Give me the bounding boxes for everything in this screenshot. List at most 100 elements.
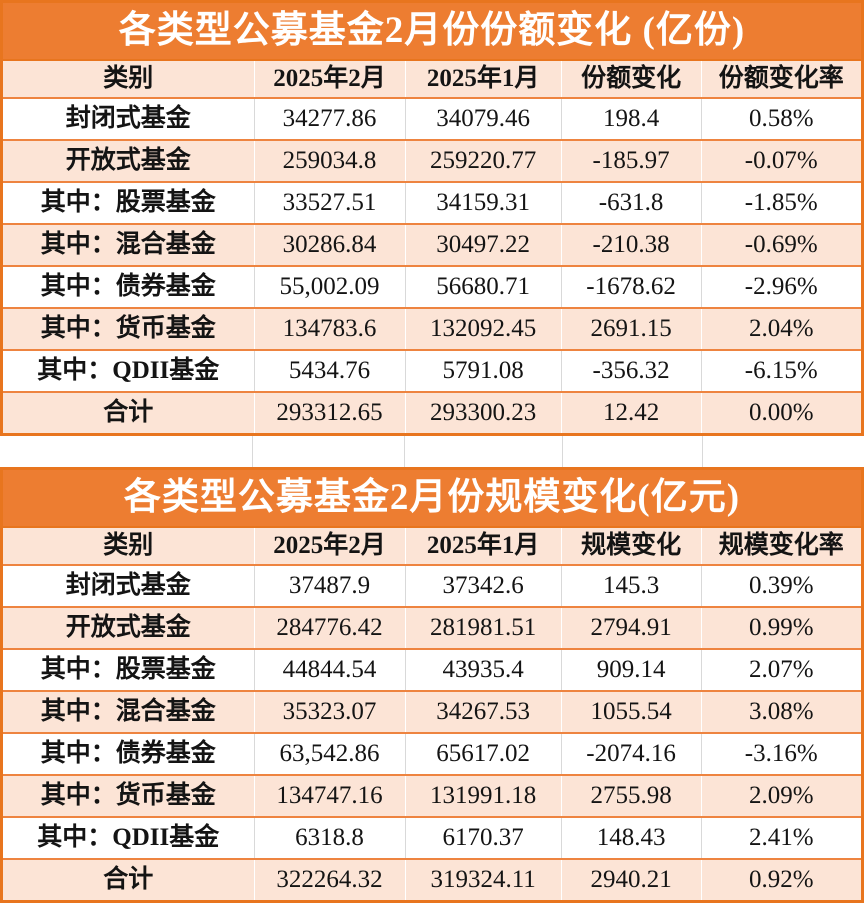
table-cell: 34277.86: [253, 99, 405, 139]
table-cell: 34267.53: [404, 692, 561, 732]
table-cell: 0.58%: [700, 99, 861, 139]
table-cell: -3.16%: [700, 734, 861, 774]
table-cell: -356.32: [560, 351, 701, 391]
header-cell-jan-2025: 2025年1月: [404, 61, 561, 97]
header-cell-change: 规模变化: [560, 528, 701, 564]
table-cell: -185.97: [560, 141, 701, 181]
table-cell: 909.14: [560, 650, 701, 690]
header-cell-feb-2025: 2025年2月: [253, 61, 405, 97]
row-category: 其中：债券基金: [40, 740, 216, 767]
row-category: 其中：债券基金: [40, 273, 216, 300]
table-cell: 0.39%: [700, 566, 861, 606]
row-category: 开放式基金: [65, 147, 191, 174]
table-row-closed-end: 封闭式基金 37487.9 37342.6 145.3 0.39%: [3, 564, 861, 606]
spacer-cell: [561, 436, 703, 467]
table-cell: 284776.42: [253, 608, 405, 648]
row-category: 其中：股票基金: [40, 189, 216, 216]
header-cell-category: 类别: [103, 65, 154, 92]
table-row-qdii: 其中：QDII基金 6318.8 6170.37 148.43 2.41%: [3, 816, 861, 858]
spacer-cell: [0, 436, 252, 467]
table-cell: 1055.54: [560, 692, 701, 732]
header-cell-feb-2025: 2025年2月: [253, 528, 405, 564]
table-cell: 30286.84: [253, 225, 405, 265]
scale-change-header-row: 类别 2025年2月 2025年1月 规模变化 规模变化率: [3, 528, 861, 564]
table-cell: 2794.91: [560, 608, 701, 648]
table-cell: 293300.23: [404, 393, 561, 433]
table-cell: 259220.77: [404, 141, 561, 181]
table-row-qdii: 其中：QDII基金 5434.76 5791.08 -356.32 -6.15%: [3, 349, 861, 391]
table-cell: 33527.51: [253, 183, 405, 223]
table-row-closed-end: 封闭式基金 34277.86 34079.46 198.4 0.58%: [3, 97, 861, 139]
table-cell: 5791.08: [404, 351, 561, 391]
table-cell: 65617.02: [404, 734, 561, 774]
scale-change-table-title: 各类型公募基金2月份规模变化(亿元): [3, 470, 861, 528]
table-cell: 322264.32: [253, 860, 405, 900]
table-cell: 259034.8: [253, 141, 405, 181]
row-category: 封闭式基金: [65, 105, 191, 132]
row-category: 封闭式基金: [65, 572, 191, 599]
table-row-total: 合计 293312.65 293300.23 12.42 0.00%: [3, 391, 861, 433]
table-cell: -2.96%: [700, 267, 861, 307]
table-cell: -631.8: [560, 183, 701, 223]
table-cell: 34079.46: [404, 99, 561, 139]
share-change-header-row: 类别 2025年2月 2025年1月 份额变化 份额变化率: [3, 61, 861, 97]
table-row-hybrid: 其中：混合基金 30286.84 30497.22 -210.38 -0.69%: [3, 223, 861, 265]
table-cell: 12.42: [560, 393, 701, 433]
row-category: 合计: [103, 399, 154, 426]
table-cell: 132092.45: [404, 309, 561, 349]
table-cell: 3.08%: [700, 692, 861, 732]
table-row-hybrid: 其中：混合基金 35323.07 34267.53 1055.54 3.08%: [3, 690, 861, 732]
header-cell-change-rate: 规模变化率: [700, 528, 861, 564]
table-row-equity: 其中：股票基金 33527.51 34159.31 -631.8 -1.85%: [3, 181, 861, 223]
header-cell-change: 份额变化: [560, 61, 701, 97]
table-cell: 2.07%: [700, 650, 861, 690]
table-cell: 319324.11: [404, 860, 561, 900]
spacer-cell: [702, 436, 864, 467]
table-row-money-market: 其中：货币基金 134783.6 132092.45 2691.15 2.04%: [3, 307, 861, 349]
table-cell: 134747.16: [253, 776, 405, 816]
row-category: 开放式基金: [65, 614, 191, 641]
table-cell: -0.69%: [700, 225, 861, 265]
table-cell: 37342.6: [404, 566, 561, 606]
row-category: 合计: [103, 866, 154, 893]
table-cell: 2.09%: [700, 776, 861, 816]
table-cell: -6.15%: [700, 351, 861, 391]
row-category: 其中：货币基金: [40, 315, 216, 342]
row-category: 其中：股票基金: [40, 656, 216, 683]
table-cell: 0.00%: [700, 393, 861, 433]
table-row-total: 合计 322264.32 319324.11 2940.21 0.92%: [3, 858, 861, 900]
header-cell-jan-2025: 2025年1月: [404, 528, 561, 564]
table-cell: -1678.62: [560, 267, 701, 307]
table-cell: 2691.15: [560, 309, 701, 349]
table-cell: -210.38: [560, 225, 701, 265]
table-row-open-end: 开放式基金 259034.8 259220.77 -185.97 -0.07%: [3, 139, 861, 181]
table-cell: 0.99%: [700, 608, 861, 648]
table-cell: -0.07%: [700, 141, 861, 181]
table-cell: 198.4: [560, 99, 701, 139]
table-cell: 131991.18: [404, 776, 561, 816]
share-change-table: 各类型公募基金2月份份额变化 (亿份) 类别 2025年2月 2025年1月 份…: [0, 0, 864, 436]
table-row-open-end: 开放式基金 284776.42 281981.51 2794.91 0.99%: [3, 606, 861, 648]
header-cell-change-rate: 份额变化率: [700, 61, 861, 97]
table-cell: 55,002.09: [253, 267, 405, 307]
row-category: 其中：QDII基金: [37, 357, 220, 384]
table-cell: 281981.51: [404, 608, 561, 648]
table-cell: 63,542.86: [253, 734, 405, 774]
table-cell: 35323.07: [253, 692, 405, 732]
table-row-money-market: 其中：货币基金 134747.16 131991.18 2755.98 2.09…: [3, 774, 861, 816]
table-cell: 2755.98: [560, 776, 701, 816]
table-cell: 148.43: [560, 818, 701, 858]
row-category: 其中：货币基金: [40, 782, 216, 809]
table-cell: 0.92%: [700, 860, 861, 900]
table-cell: 44844.54: [253, 650, 405, 690]
table-cell: 293312.65: [253, 393, 405, 433]
table-cell: 2.41%: [700, 818, 861, 858]
spacer-cell: [252, 436, 404, 467]
table-cell: 37487.9: [253, 566, 405, 606]
share-change-table-title: 各类型公募基金2月份份额变化 (亿份): [3, 3, 861, 61]
table-cell: 6170.37: [404, 818, 561, 858]
table-cell: 134783.6: [253, 309, 405, 349]
row-category: 其中：混合基金: [40, 698, 216, 725]
row-category: 其中：混合基金: [40, 231, 216, 258]
